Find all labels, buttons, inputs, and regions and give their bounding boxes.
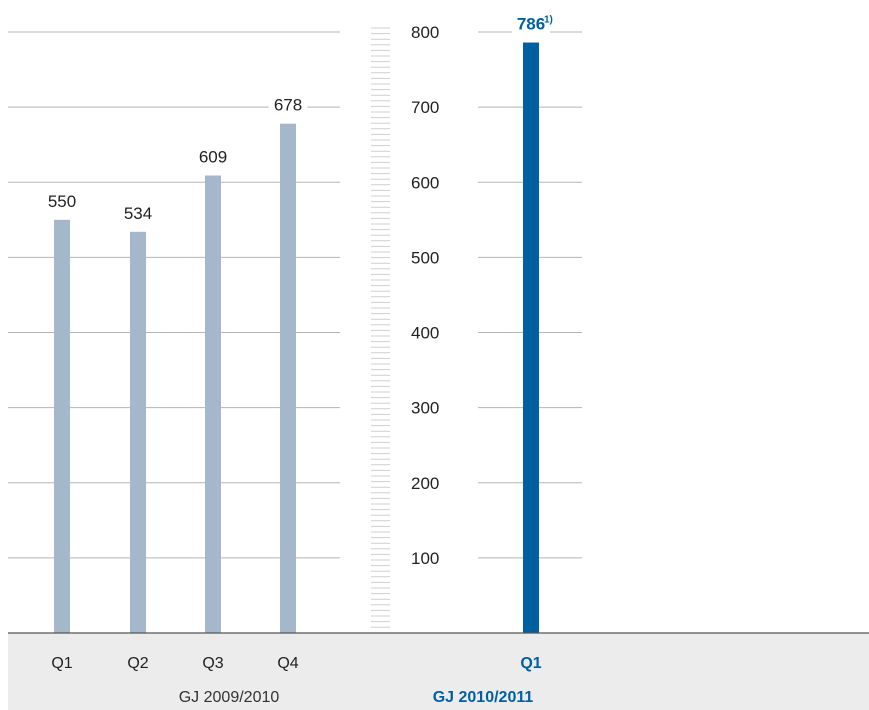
category-band [8, 633, 869, 710]
data-label-2-q1: 786 [517, 15, 545, 34]
label-knockout [118, 202, 158, 224]
data-label-1-q4: 678 [274, 96, 302, 115]
data-label-1-q1: 550 [48, 192, 76, 211]
category-label-1-q2: Q2 [127, 655, 148, 672]
category-label-1-q1: Q1 [51, 655, 72, 672]
group-label-2: GJ 2010/2011 [433, 689, 534, 706]
y-tick-label-300: 300 [411, 399, 439, 418]
y-tick-label-200: 200 [411, 474, 439, 493]
scale-ruler [371, 27, 390, 628]
label-knockout [511, 13, 551, 35]
y-tick-label-700: 700 [411, 98, 439, 117]
bar-1-q1 [54, 219, 70, 633]
group-labels: GJ 2009/2010 GJ 2010/2011 [179, 689, 534, 706]
y-tick-label-500: 500 [411, 248, 439, 267]
label-knockout [42, 190, 82, 212]
category-label-2-q1: Q1 [520, 655, 541, 672]
label-knockout [268, 94, 308, 116]
bar-1-q4 [280, 123, 296, 633]
category-label-1-q3: Q3 [202, 655, 223, 672]
y-axis-ticks: 100 200 300 400 500 600 700 800 [411, 23, 439, 568]
category-label-1-q4: Q4 [277, 655, 298, 672]
y-tick-label-100: 100 [411, 549, 439, 568]
category-labels: Q1 Q2 Q3 Q4 Q1 [51, 655, 541, 672]
group-label-1: GJ 2009/2010 [179, 689, 280, 706]
data-label-1-q3: 609 [199, 147, 227, 166]
data-label-1-q2: 534 [124, 204, 152, 223]
y-tick-label-400: 400 [411, 324, 439, 343]
y-tick-label-600: 600 [411, 173, 439, 192]
y-tick-label-800: 800 [411, 23, 439, 42]
bar-1-q2 [130, 231, 146, 633]
bar-2-q1 [523, 42, 539, 633]
bar-1-q3 [205, 175, 221, 633]
footnote-marker: 1) [544, 15, 553, 26]
label-knockout [193, 146, 233, 168]
bars [54, 42, 539, 633]
